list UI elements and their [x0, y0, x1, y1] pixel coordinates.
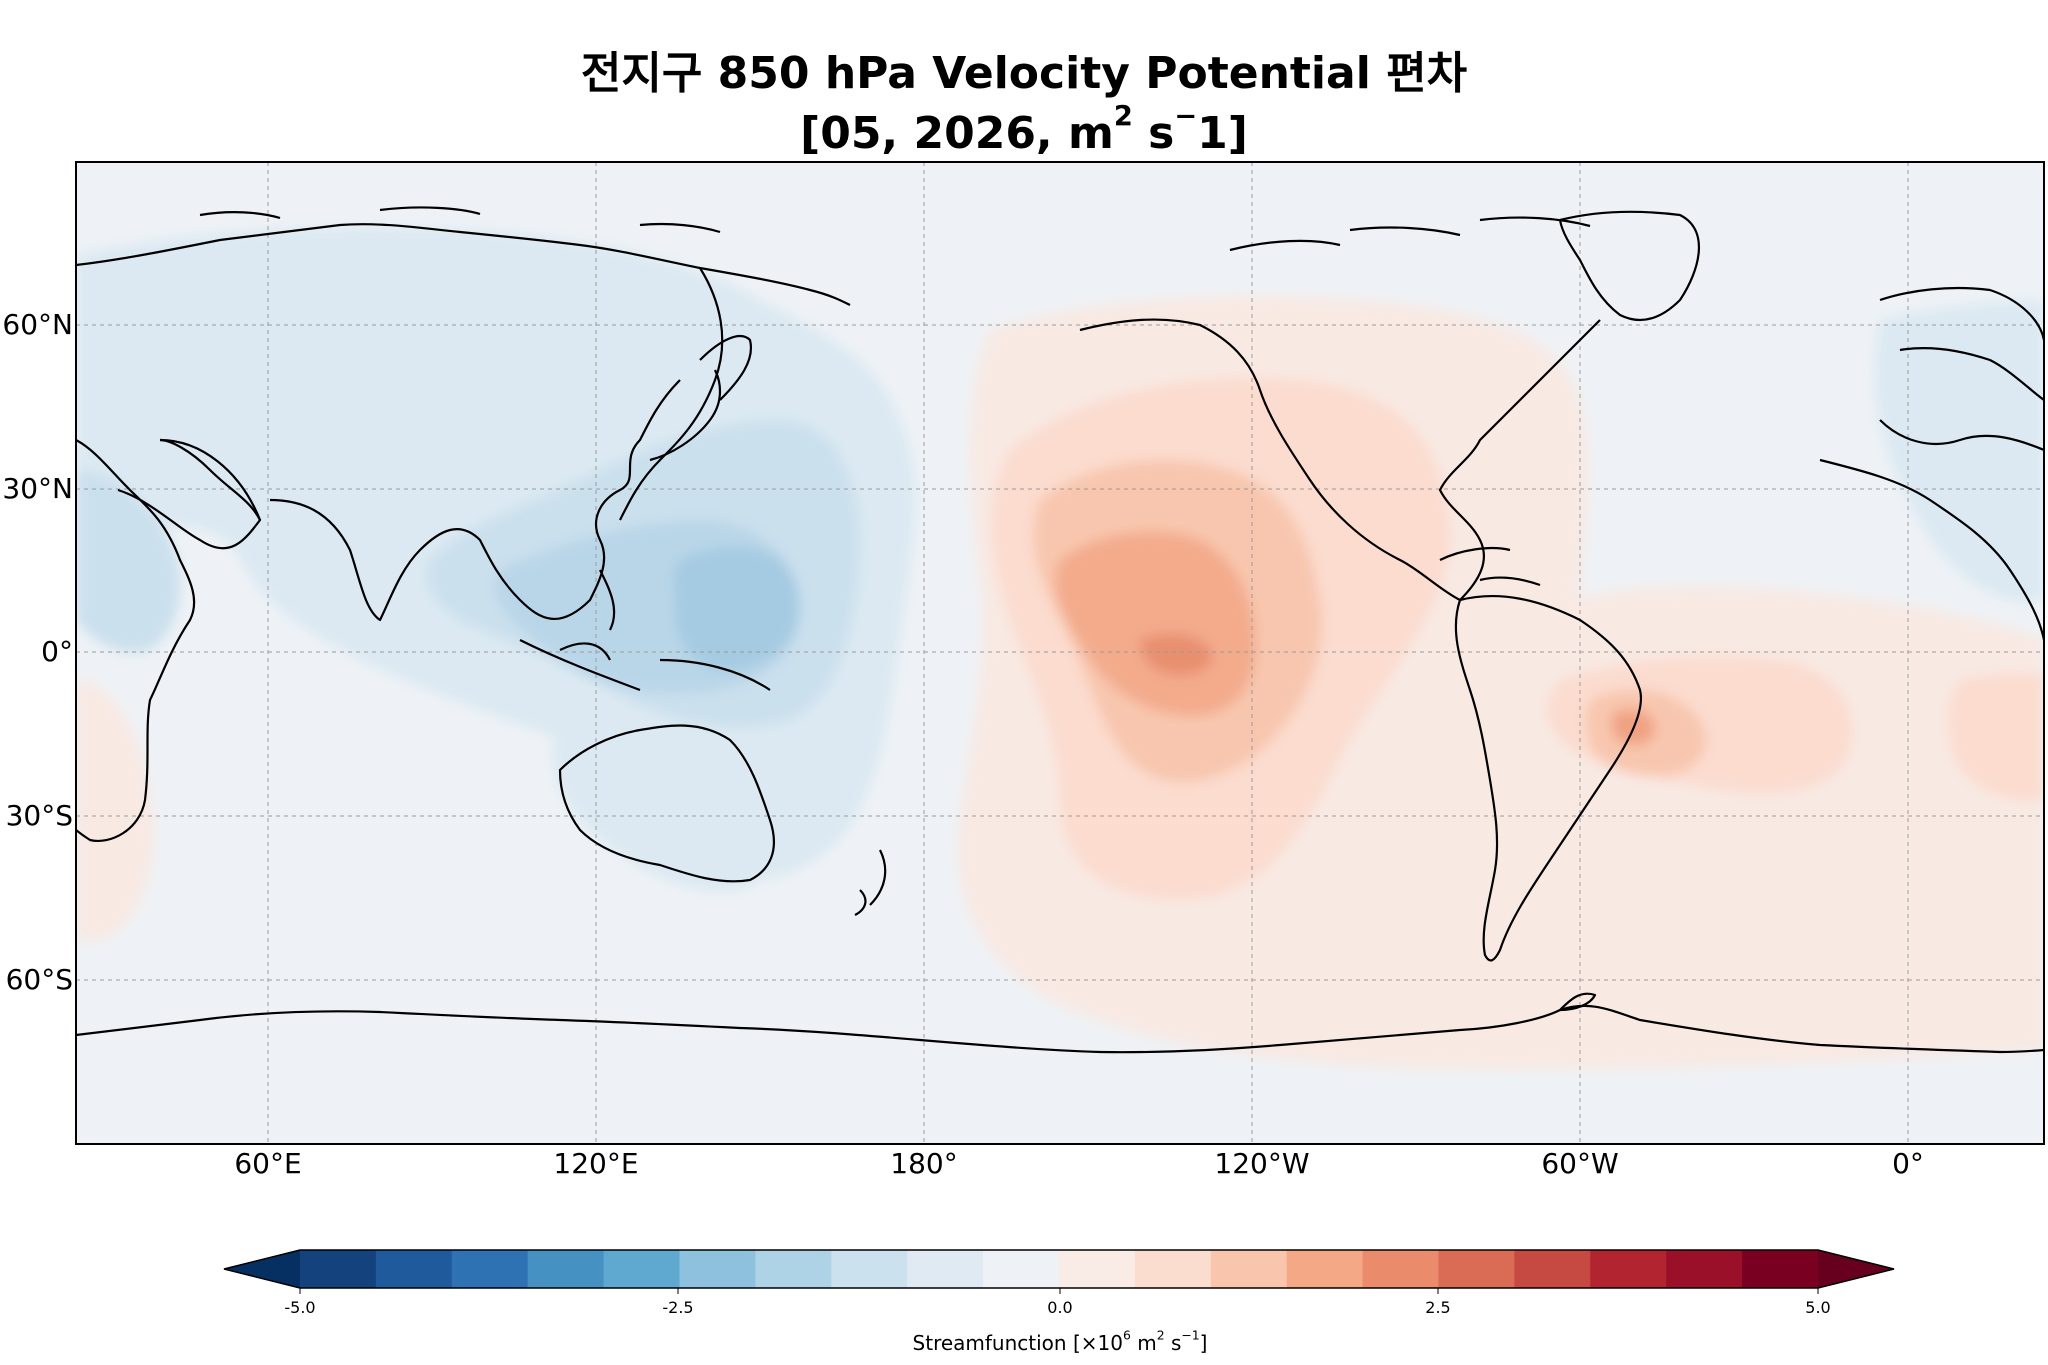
colorbar-bin [603, 1250, 681, 1288]
colorbar-bin [1514, 1250, 1591, 1288]
coast-west-africa [1819, 458, 2044, 641]
positive-anomaly-level-2-af [1948, 673, 2044, 801]
anomaly-field [76, 227, 2044, 1070]
coast-indonesia [519, 569, 771, 692]
colorbar-bin [1059, 1250, 1136, 1288]
colorbar-tick-label: -2.5 [662, 1298, 694, 1317]
y-tick-label: 0° [41, 635, 73, 668]
positive-anomaly-level-1-west [76, 680, 154, 941]
colorbar-bin [1210, 1250, 1288, 1288]
colorbar-bin [1590, 1250, 1667, 1288]
colorbar-bin [1286, 1250, 1364, 1288]
x-tick-label: 0° [1892, 1147, 1924, 1180]
colorbar-bin [1742, 1250, 1819, 1288]
colorbar-bin [1362, 1250, 1440, 1288]
coast-japan [649, 369, 722, 462]
coast-arctic-islands [199, 206, 721, 234]
colorbar-bin [907, 1250, 984, 1288]
y-tick-label: 30°S [5, 799, 73, 832]
coast-greenland [1558, 210, 1701, 322]
coast-australia [558, 724, 775, 883]
colorbar-bin [375, 1250, 453, 1288]
negative-anomaly-south [552, 720, 762, 892]
colorbar-extend-max [1818, 1250, 1894, 1288]
coastlines [76, 206, 2044, 1054]
colorbar-bin [831, 1250, 908, 1288]
colorbar-bin [1438, 1250, 1515, 1288]
colorbar-bin [300, 1250, 377, 1288]
positive-anomaly-level-4 [1055, 531, 1256, 716]
colorbar-bin [527, 1250, 605, 1288]
colorbar-bin [1666, 1250, 1743, 1288]
coast-africa-east [76, 439, 196, 843]
y-tick-label: 30°N [2, 472, 73, 505]
map-gridlines [76, 162, 2044, 1144]
coast-caribbean [1439, 546, 1541, 587]
map-frame [75, 161, 2045, 1145]
coast-antarctic-peninsula [1558, 992, 1597, 1012]
coast-east-asia [619, 267, 753, 521]
coast-antarctica [76, 1004, 2044, 1054]
colorbar-tick-label: -5.0 [284, 1298, 316, 1317]
coast-arctic-eurasia [76, 223, 851, 306]
colorbar-bin [679, 1250, 756, 1288]
coast-north-america [1079, 318, 1601, 602]
coast-arctic-america [1229, 216, 1591, 252]
colorbar-bin [1134, 1250, 1212, 1288]
negative-anomaly-level-1b [1874, 300, 2044, 602]
coast-europe [1879, 286, 2044, 452]
colorbar-extend-min [224, 1250, 300, 1288]
colorbar-bin [755, 1250, 832, 1288]
colorbar-tick-label: 5.0 [1805, 1298, 1831, 1317]
coast-new-zealand [854, 849, 887, 916]
negative-anomaly-level-4 [673, 546, 800, 671]
chart-subtitle: [05, 2026, m2 s−1] [800, 100, 1248, 159]
colorbar-bin [451, 1250, 529, 1288]
coast-south-america [1454, 594, 1643, 962]
colorbar-tick-label: 2.5 [1425, 1298, 1451, 1317]
y-tick-label: 60°N [2, 308, 73, 341]
x-tick-label: 180° [890, 1147, 958, 1180]
x-tick-label: 120°E [553, 1147, 639, 1180]
coast-south-asia [159, 379, 681, 622]
colorbar [223, 1249, 1895, 1294]
x-tick-label: 120°W [1214, 1147, 1310, 1180]
y-tick-label: 60°S [5, 963, 73, 996]
x-tick-label: 60°W [1541, 1147, 1619, 1180]
coast-arabia [117, 438, 262, 550]
positive-anomaly-level-5 [1140, 634, 1212, 675]
colorbar-bin [983, 1250, 1060, 1288]
colorbar-tick-label: 0.0 [1047, 1298, 1073, 1317]
colorbar-label: Streamfunction [×106 m2 s−1] [912, 1327, 1208, 1355]
chart-title: 전지구 850 hPa Velocity Potential 편차 [580, 48, 1468, 99]
x-tick-label: 60°E [234, 1147, 302, 1180]
